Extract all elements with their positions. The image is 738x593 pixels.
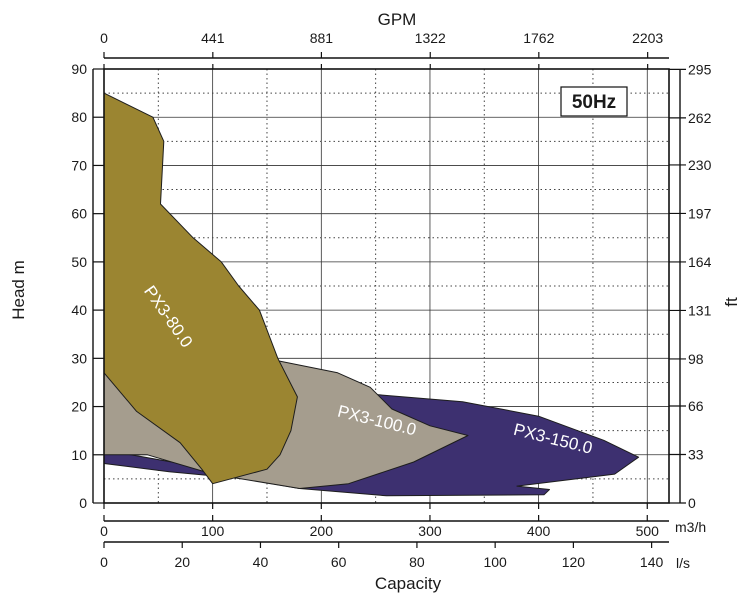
frequency-badge: 50Hz <box>560 86 628 117</box>
ls-unit-label: l/s <box>676 555 690 571</box>
tick-label-ft: 0 <box>688 495 696 511</box>
tick-label-head: 50 <box>71 254 87 270</box>
tick-label-m3h: 0 <box>100 523 108 539</box>
tick-label-ls: 40 <box>253 554 269 570</box>
m3h-unit-label: m3/h <box>675 519 706 535</box>
tick-label-head: 30 <box>71 350 87 366</box>
tick-label-ft: 66 <box>688 398 704 414</box>
tick-label-ls: 120 <box>562 554 586 570</box>
y-axis-title: Head m <box>9 260 28 320</box>
tick-label-ft: 33 <box>688 446 704 462</box>
tick-label-m3h: 100 <box>201 523 225 539</box>
tick-label-ft: 98 <box>688 351 704 367</box>
tick-label-gpm: 1322 <box>415 30 446 46</box>
x-axis-title: Capacity <box>375 574 442 593</box>
tick-label-m3h: 500 <box>636 523 660 539</box>
frequency-badge-text: 50Hz <box>572 92 616 113</box>
tick-label-head: 70 <box>71 157 87 173</box>
tick-label-head: 80 <box>71 109 87 125</box>
tick-label-head: 10 <box>71 447 87 463</box>
tick-label-ls: 20 <box>174 554 190 570</box>
tick-label-gpm: 1762 <box>523 30 554 46</box>
x2-axis-title: GPM <box>378 10 417 29</box>
tick-label-ls: 0 <box>100 554 108 570</box>
tick-label-gpm: 2203 <box>632 30 663 46</box>
tick-label-gpm: 881 <box>310 30 334 46</box>
tick-label-head: 20 <box>71 399 87 415</box>
plot-frame <box>103 68 670 504</box>
tick-label-m3h: 300 <box>418 523 442 539</box>
tick-label-head: 90 <box>71 61 87 77</box>
tick-label-head: 40 <box>71 302 87 318</box>
tick-label-gpm: 0 <box>100 30 108 46</box>
tick-label-ft: 197 <box>688 205 712 221</box>
tick-label-ft: 131 <box>688 302 712 318</box>
tick-label-ft: 164 <box>688 254 712 270</box>
tick-label-ft: 295 <box>688 61 712 77</box>
tick-label-ls: 100 <box>483 554 507 570</box>
tick-label-ls: 60 <box>331 554 347 570</box>
tick-label-m3h: 400 <box>527 523 551 539</box>
tick-label-head: 0 <box>79 495 87 511</box>
tick-label-m3h: 200 <box>310 523 334 539</box>
y2-axis-title: ft <box>722 297 738 307</box>
region-px3-80-0 <box>103 92 298 485</box>
tick-label-gpm: 441 <box>201 30 225 46</box>
tick-label-head: 60 <box>71 206 87 222</box>
tick-label-ft: 230 <box>688 157 712 173</box>
tick-label-ls: 140 <box>640 554 664 570</box>
tick-label-ft: 262 <box>688 110 712 126</box>
tick-label-ls: 80 <box>409 554 425 570</box>
